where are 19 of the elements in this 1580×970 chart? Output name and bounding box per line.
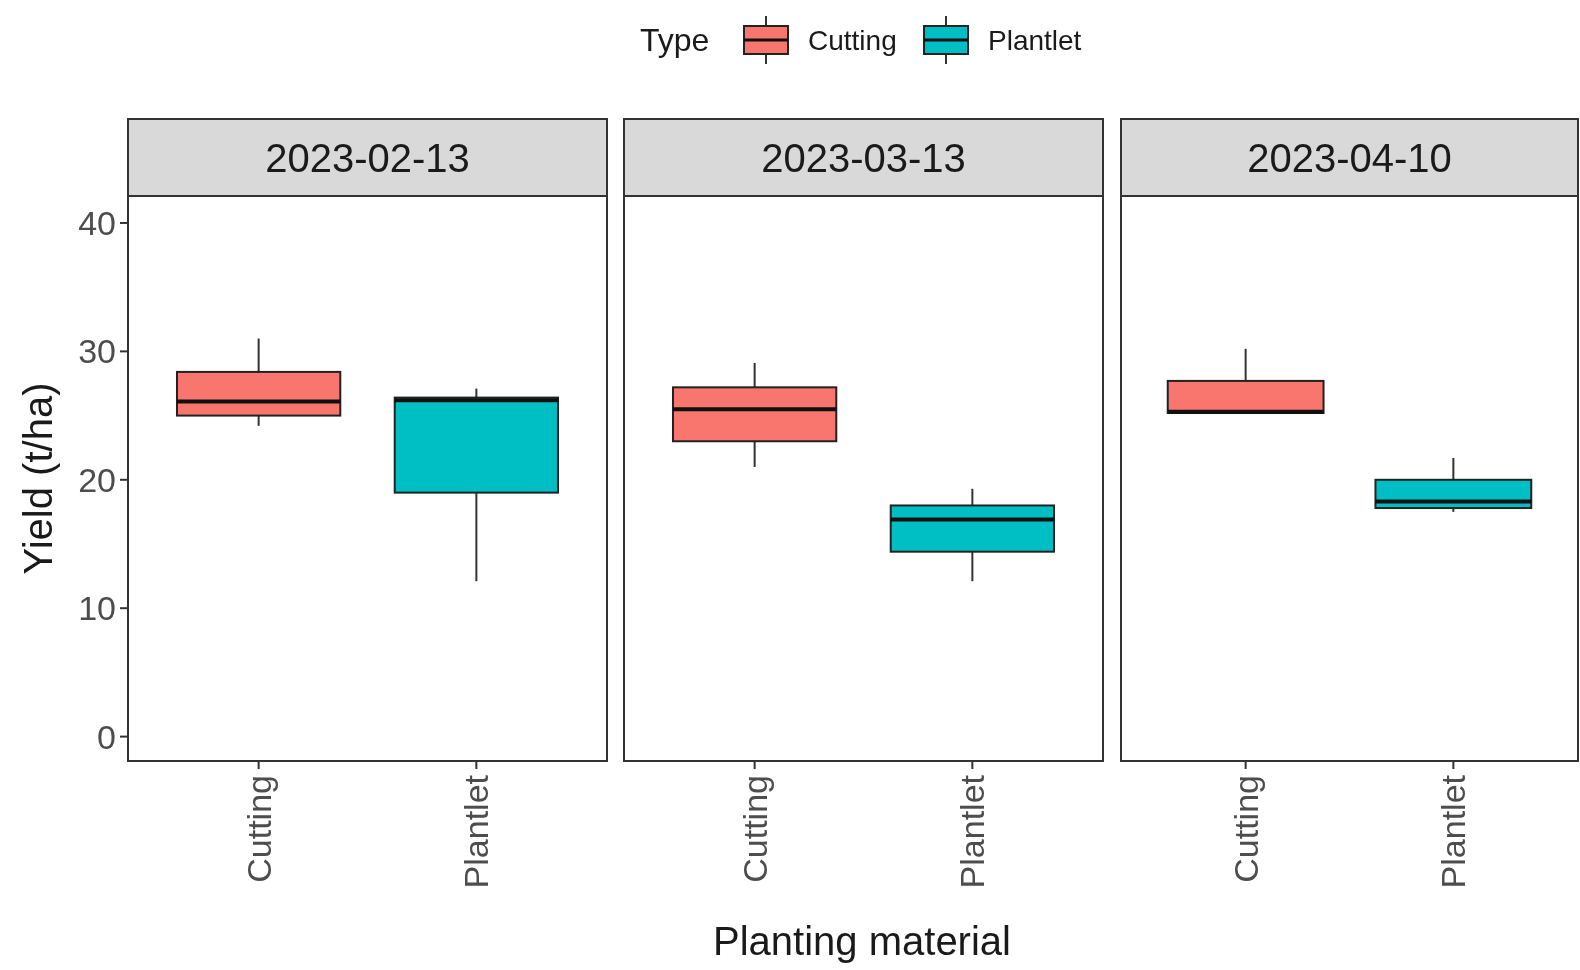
x-tick-label: Plantlet xyxy=(953,774,992,889)
legend-title: Type xyxy=(640,22,710,59)
x-tick-label: Cutting xyxy=(239,775,278,883)
x-tick-label: Cutting xyxy=(1226,775,1265,883)
legend-label: Plantlet xyxy=(988,24,1082,56)
x-tick-label: Plantlet xyxy=(457,774,496,889)
legend-label: Cutting xyxy=(808,24,897,56)
x-tick-label: Cutting xyxy=(735,775,774,883)
y-tick-label: 10 xyxy=(78,589,116,628)
x-tick-label: Plantlet xyxy=(1434,774,1473,889)
x-axis-title: Planting material xyxy=(713,919,1011,963)
y-axis-title: Yield (t/ha) xyxy=(16,382,60,575)
y-tick-label: 40 xyxy=(78,203,116,242)
y-tick-label: 0 xyxy=(97,717,116,756)
y-tick-label: 30 xyxy=(78,332,116,371)
chart-title: 2023-02-13 xyxy=(265,135,470,180)
y-tick-label: 20 xyxy=(78,460,116,499)
chart-title: 2023-04-10 xyxy=(1247,135,1452,180)
chart-title: 2023-03-13 xyxy=(761,135,966,180)
